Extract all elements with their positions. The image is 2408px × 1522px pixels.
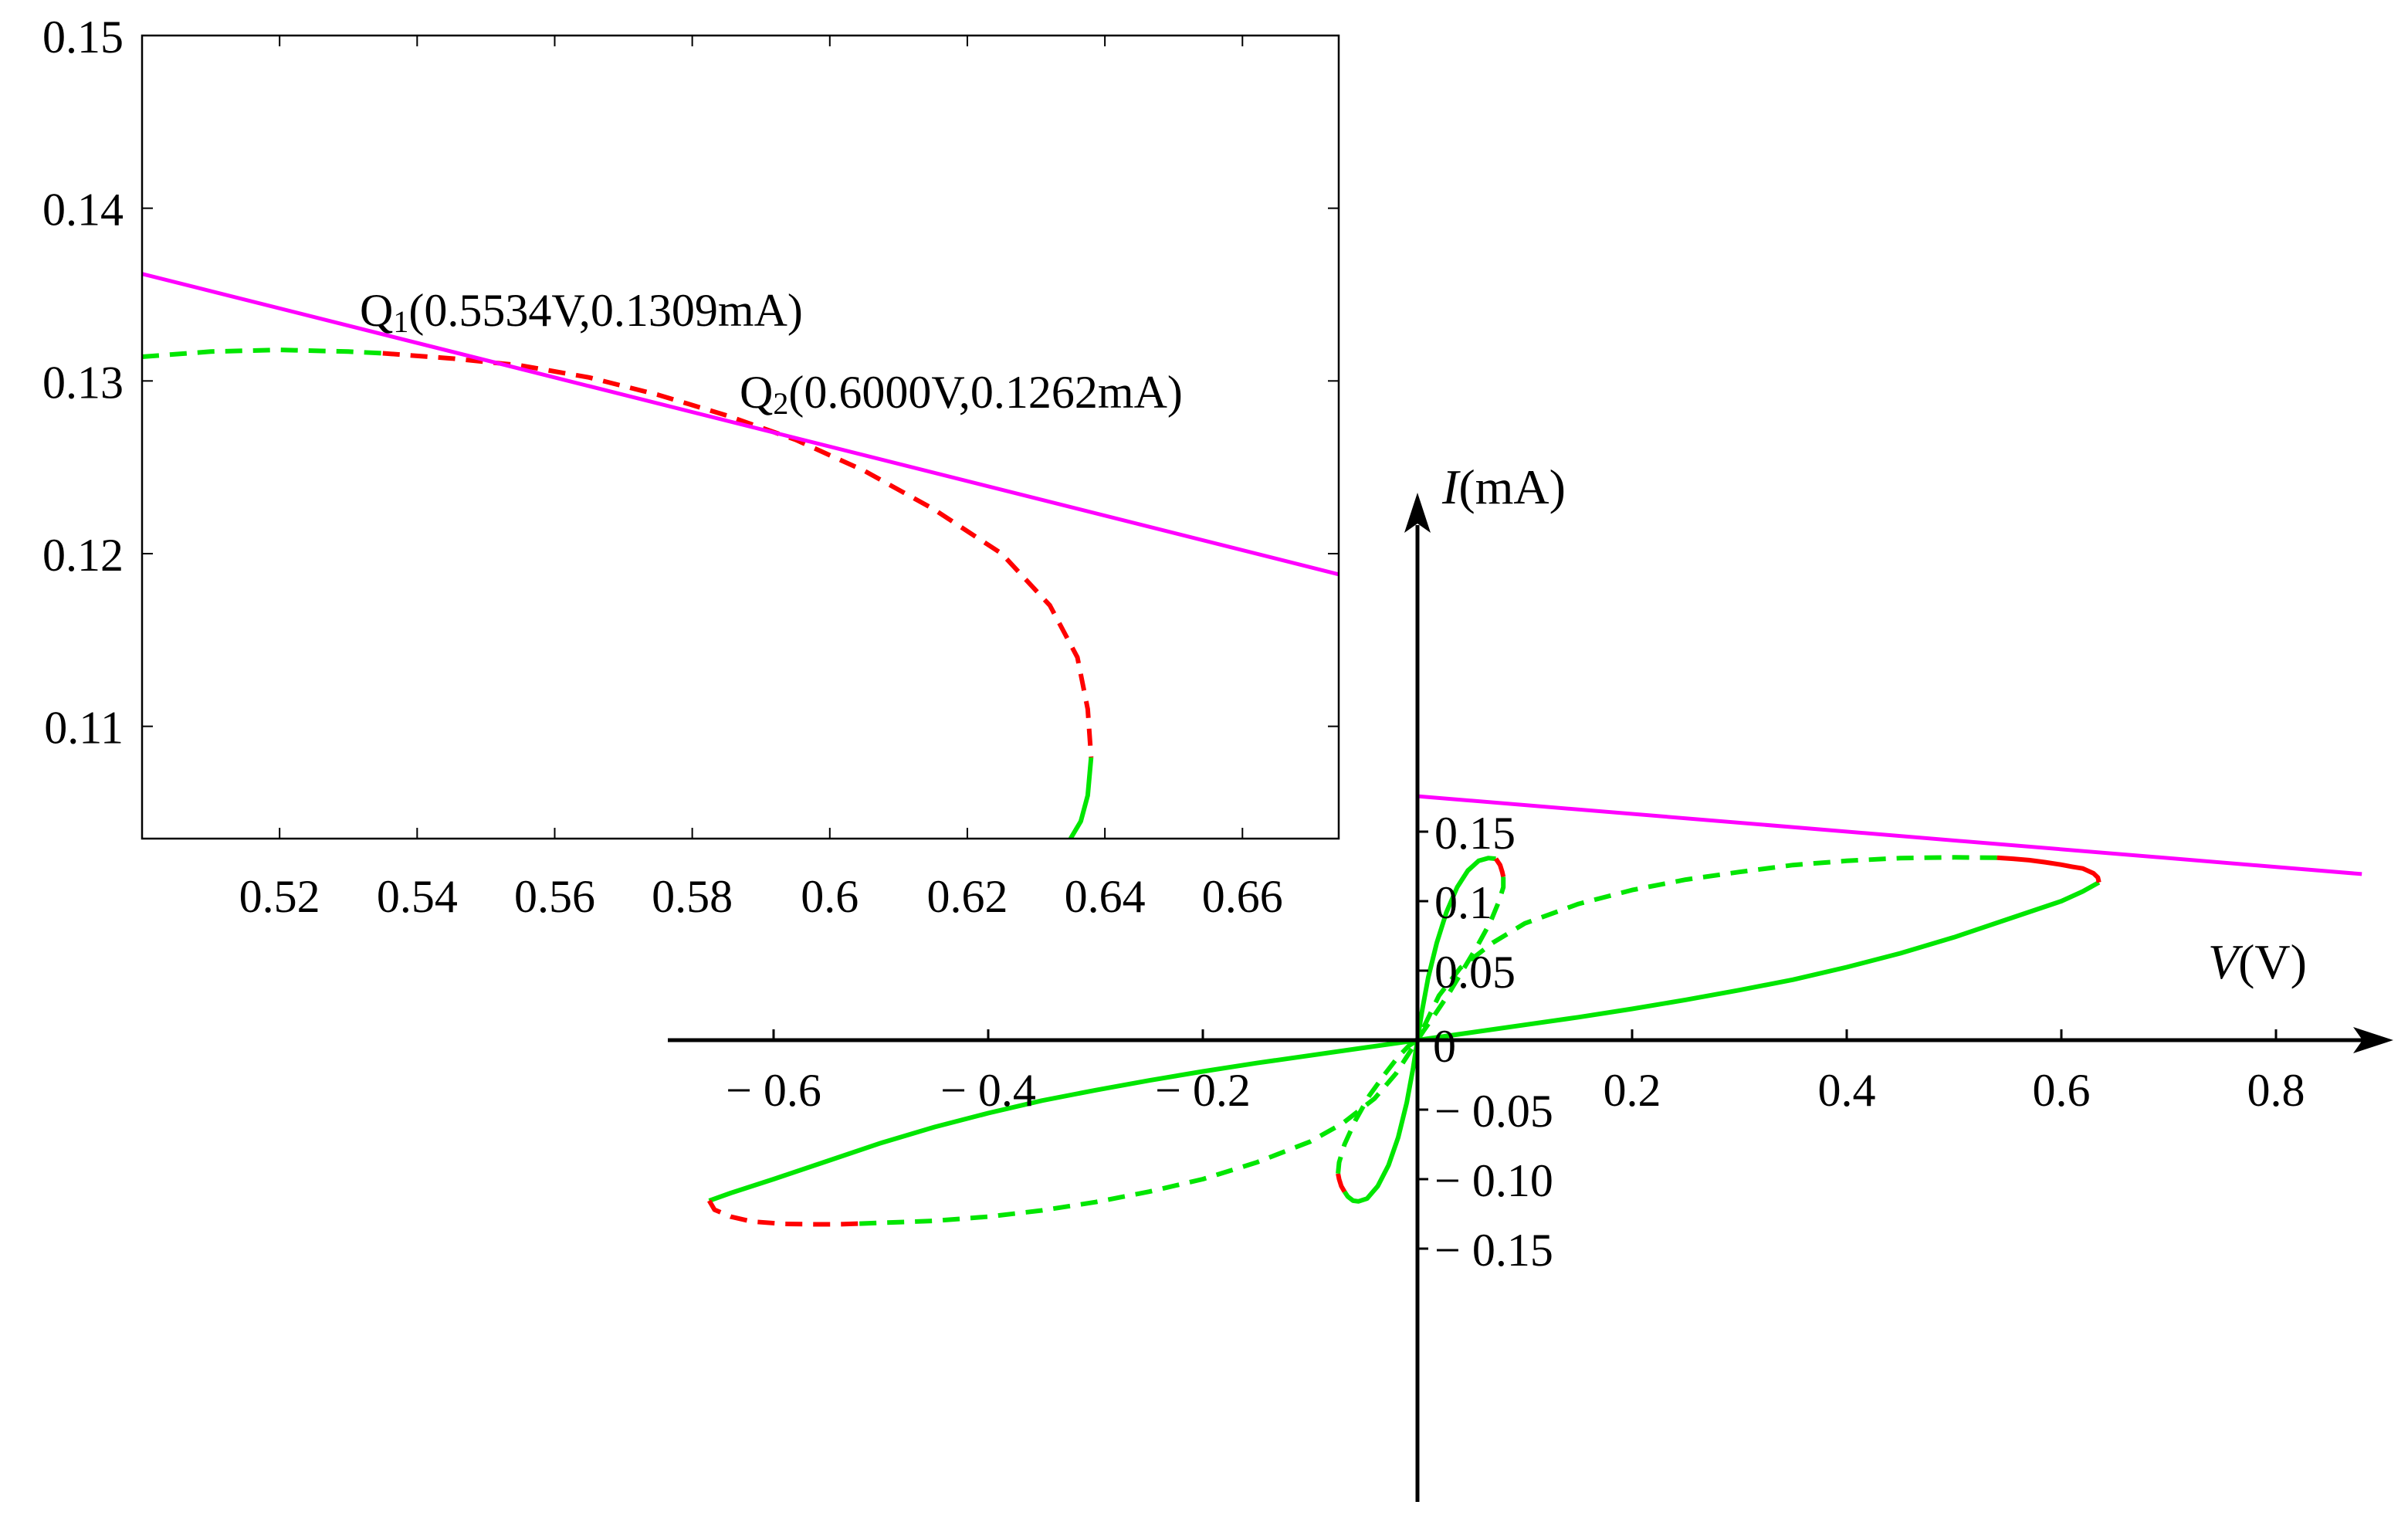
inset-x-tick-label-7: 0.66 <box>1202 871 1283 922</box>
inset-ticks: 0.52 0.54 0.56 0.58 0.6 0.62 0.64 0.66 0.15 0.14 0… <box>42 12 1339 922</box>
main-load-line-group <box>1417 794 2362 876</box>
curve-large-loop-tip <box>1997 855 2101 883</box>
q1-coords: (0.5534V,0.1309mA) <box>408 285 803 336</box>
curve-small-loop-outer <box>1415 856 1496 1041</box>
x-axis-label-unit: (V) <box>2238 934 2307 989</box>
inset-y-tick-label-3: 0.12 <box>42 530 124 581</box>
curve-neg-small-loop-outer <box>1343 1039 1420 1204</box>
y-tick-label-5: − 0.15 <box>1434 1225 1553 1276</box>
inset-y-tick-label-4: 0.11 <box>44 703 124 754</box>
x-tick-label-0: − 0.6 <box>726 1065 821 1116</box>
inset-x-tick-label-1: 0.54 <box>377 871 458 922</box>
q2-annotation: Q2(0.6000V,0.1262mA) <box>740 367 1183 421</box>
y-tick-label-2: 0.05 <box>1434 947 1516 998</box>
x-axis-label: V(V) <box>2208 934 2307 989</box>
q1-annotation: Q1(0.5534V,0.1309mA) <box>360 285 803 339</box>
x-tick-label-3: 0.2 <box>1604 1065 1661 1116</box>
inset-x-tick-label-2: 0.56 <box>514 871 595 922</box>
curve-neg-large-loop-inner <box>859 1039 1420 1226</box>
curve-neg-large-loop-outer <box>708 1038 1418 1203</box>
inset-x-tick-label-5: 0.62 <box>926 871 1008 922</box>
x-tick-label-2: − 0.2 <box>1155 1065 1251 1116</box>
curve-small-loop-inner <box>1415 876 1506 1042</box>
x-axis-arrow <box>2353 1027 2393 1053</box>
inset-frame <box>141 34 1340 840</box>
curve-large-loop-inner <box>1415 855 1997 1042</box>
q1-subscript: 1 <box>393 304 408 339</box>
curve-large-loop-outer <box>1417 880 2101 1042</box>
main-ticks: − 0.6 − 0.4 − 0.2 0.2 0.4 0.6 0.8 0.15 0.1 0.05 − … <box>726 808 2305 1276</box>
main-plot: − 0.6 − 0.4 − 0.2 0.2 0.4 0.6 0.8 0.15 0.1 0.05 − … <box>668 459 2393 1502</box>
x-tick-label-5: 0.6 <box>2033 1065 2091 1116</box>
curve-neg-small-loop-inner <box>1336 1038 1419 1175</box>
curve-inset-green-solid <box>1069 757 1094 839</box>
load-line <box>1417 794 2362 876</box>
x-tick-label-1: − 0.4 <box>940 1065 1036 1116</box>
inset-y-tick-label-1: 0.14 <box>42 185 124 236</box>
q2-subscript: 2 <box>773 386 788 421</box>
inset-x-tick-label-3: 0.58 <box>652 871 733 922</box>
y-tick-label-1: 0.1 <box>1434 877 1492 928</box>
inset-curves <box>142 347 1094 839</box>
inset-y-tick-label-0: 0.15 <box>42 12 124 63</box>
y-axis-arrow <box>1404 493 1431 533</box>
inset-load-line <box>142 272 1339 577</box>
q1-letter: Q <box>360 285 393 336</box>
inset-y-tick-label-2: 0.13 <box>42 357 124 408</box>
inset-x-tick-label-0: 0.52 <box>239 871 320 922</box>
y-axis-label: I(mA) <box>1441 459 1566 514</box>
x-axis-label-var: V <box>2208 934 2244 989</box>
inset-x-tick-label-6: 0.64 <box>1065 871 1146 922</box>
curve-small-loop-tip <box>1494 857 1506 878</box>
q2-coords: (0.6000V,0.1262mA) <box>788 367 1183 418</box>
y-tick-label-3: − 0.05 <box>1434 1086 1553 1137</box>
y-tick-label-0: 0.15 <box>1434 808 1516 859</box>
x-tick-label-6: 0.8 <box>2247 1065 2305 1116</box>
q2-letter: Q <box>740 367 773 418</box>
x-tick-label-4: 0.4 <box>1818 1065 1876 1116</box>
curve-neg-small-loop-tip <box>1336 1173 1347 1193</box>
y-axis-label-unit: (mA) <box>1458 459 1566 514</box>
main-curves <box>707 855 2101 1227</box>
y-tick-label-4: − 0.10 <box>1434 1155 1553 1206</box>
curve-neg-large-loop-tip <box>707 1199 860 1227</box>
origin-label: 0 <box>1433 1021 1456 1072</box>
y-axis-label-var: I <box>1441 459 1461 514</box>
inset-background <box>142 36 1339 839</box>
curve-inset-red-dashed <box>382 351 1094 758</box>
inset-load-line-group <box>142 272 1339 577</box>
inset-plot: 0.52 0.54 0.56 0.58 0.6 0.62 0.64 0.66 0.15 0.14 0… <box>42 12 1340 922</box>
inset-x-tick-label-4: 0.6 <box>801 871 859 922</box>
